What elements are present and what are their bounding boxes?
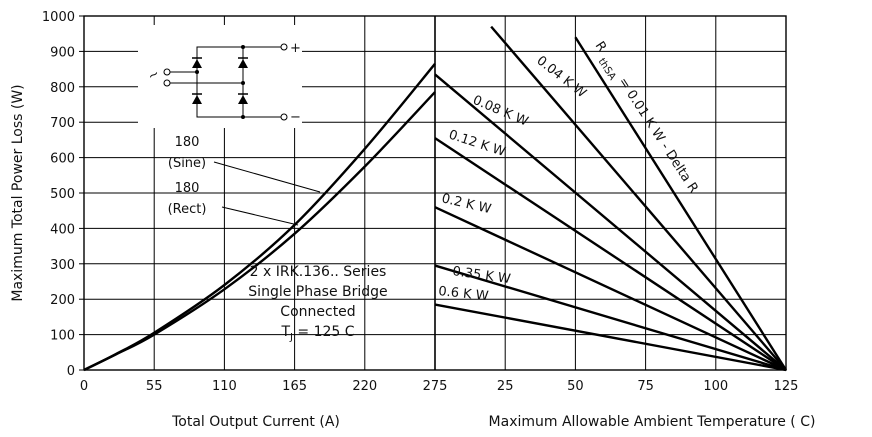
diode-4-icon (238, 95, 248, 104)
y-tick-label-1000: 1000 (42, 10, 75, 25)
plus-symbol: + (290, 41, 301, 56)
x-tick-label-left-275: 275 (423, 379, 448, 394)
label-rthsa-title: RthSA = 0.01 K W - Delta R (587, 39, 700, 199)
line-0.2-K-W (434, 206, 787, 372)
x-tick-label-right-100: 100 (703, 379, 728, 394)
minus-symbol: − (290, 110, 301, 125)
x-tick-label-left-55: 55 (146, 379, 163, 394)
y-tick-label-300: 300 (50, 258, 75, 273)
annotation-junction-temp: TJ = 125 C (280, 324, 354, 343)
curve-rect (83, 91, 436, 372)
schematic-backdrop (138, 25, 302, 128)
tick-labels: 0 100 200 300 400 500 600 700 800 900 1000 0 55 110 16… (42, 10, 799, 394)
y-tick-label-400: 400 (50, 222, 75, 237)
y-tick-label-200: 200 (50, 293, 75, 308)
line-0.01-K-W (574, 36, 788, 371)
annotation-connected: Connected (280, 304, 355, 320)
series-lines (83, 25, 788, 372)
x-tick-label-left-165: 165 (282, 379, 307, 394)
x-tick-label-right-25: 25 (497, 379, 514, 394)
y-tick-label-900: 900 (50, 45, 75, 60)
rect-label-line2: (Rect) (168, 202, 207, 217)
y-tick-label-700: 700 (50, 116, 75, 131)
label-0.35: 0.35 K W (451, 264, 511, 287)
annotation-series: 2 x IRK.136.. Series (250, 264, 387, 280)
line-0.6-K-W (434, 303, 787, 372)
ac-terminal-top (163, 68, 171, 76)
line-0.08-K-W (434, 73, 787, 371)
rect-label-line1: 180 (175, 181, 200, 196)
x-tick-label-right-125: 125 (774, 379, 799, 394)
line-0.12-K-W (434, 137, 787, 372)
ac-terminal-bottom (163, 79, 171, 87)
label-0.6: 0.6 K W (438, 284, 490, 304)
x-tick-label-right-50: 50 (567, 379, 584, 394)
diode-1-icon (192, 59, 202, 68)
y-tick-label-0: 0 (67, 364, 75, 379)
annotation-bridge: Single Phase Bridge (248, 284, 387, 300)
y-tick-label-800: 800 (50, 81, 75, 96)
sine-label-line1: 180 (175, 135, 200, 150)
x-tick-label-left-220: 220 (352, 379, 377, 394)
node-3 (241, 45, 245, 49)
sine-label-line2: (Sine) (168, 156, 206, 171)
y-tick-label-100: 100 (50, 329, 75, 344)
x-tick-label-left-110: 110 (212, 379, 237, 394)
node-2 (241, 81, 245, 85)
sine-leader-line (213, 161, 321, 193)
diode-2-icon (238, 59, 248, 68)
label-0.04: 0.04 K W (534, 53, 590, 101)
node-4 (241, 115, 245, 119)
label-0.12: 0.12 K W (447, 128, 507, 160)
x-axis-title-right: Maximum Allowable Ambient Temperature ( … (489, 414, 816, 430)
diode-3-icon (192, 95, 202, 104)
bridge-schematic: ~ + − (138, 25, 302, 128)
x-axis-title-left: Total Output Current (A) (171, 414, 340, 430)
y-axis-title: Maximum Total Power Loss (W) (10, 84, 26, 301)
minus-terminal (280, 113, 288, 121)
rect-leader-line (221, 206, 299, 226)
plus-terminal (280, 43, 288, 51)
line-0.04-K-W (490, 25, 787, 371)
x-tick-label-left-0: 0 (80, 379, 88, 394)
x-tick-label-right-75: 75 (637, 379, 654, 394)
line-0.35-K-W (434, 264, 787, 372)
y-tick-label-600: 600 (50, 152, 75, 167)
node-1 (195, 70, 199, 74)
y-tick-label-500: 500 (50, 187, 75, 202)
